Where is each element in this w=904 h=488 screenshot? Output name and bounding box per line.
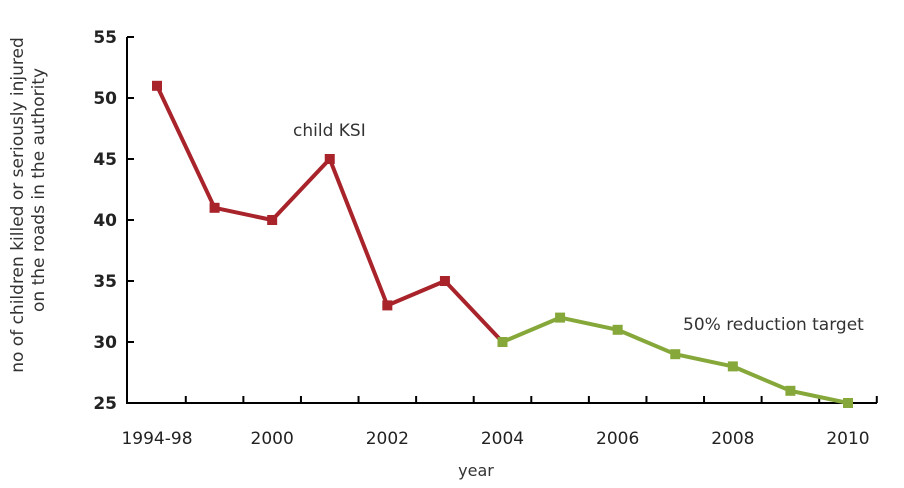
y-tick-label: 55	[93, 28, 117, 48]
x-axis-label: year	[458, 461, 494, 480]
axes	[126, 37, 877, 404]
data-point-reduction-target	[497, 337, 508, 347]
y-tick-label: 35	[93, 272, 117, 292]
data-point-reduction-target	[670, 349, 681, 360]
data-point-child-ksi	[267, 215, 278, 225]
data-point-reduction-target	[727, 361, 738, 372]
data-point-reduction-target	[555, 312, 566, 323]
y-tick-label: 45	[93, 150, 117, 170]
y-tick-label: 30	[93, 333, 117, 353]
x-ticks: 1994-98 2000 2002 2004 2006 2008 2010	[121, 396, 878, 449]
series-group	[152, 80, 853, 408]
reduction-target-annotation: 50% reduction target	[683, 315, 864, 335]
y-ticks: 25 30 35 40 45 50 55	[93, 28, 134, 414]
x-tick-label: 2006	[596, 429, 639, 449]
data-point-reduction-target	[612, 324, 623, 335]
child-ksi-annotation: child KSI	[293, 121, 366, 141]
x-tick-label: 2002	[366, 429, 409, 449]
y-tick-label: 25	[93, 394, 117, 414]
data-point-child-ksi	[209, 202, 220, 213]
y-tick-label: 40	[93, 211, 117, 231]
x-tick-label: 1994-98	[121, 429, 192, 449]
y-axis-label-line2: on the roads in the authority	[29, 68, 49, 312]
data-point-child-ksi	[152, 80, 162, 91]
data-point-child-ksi	[324, 154, 335, 164]
x-tick-label: 2010	[826, 429, 869, 449]
data-point-reduction-target	[785, 385, 796, 396]
y-tick-label: 50	[93, 89, 117, 109]
x-tick-label: 2000	[251, 429, 294, 449]
y-axis-label-line1: no of children killed or seriously injur…	[8, 37, 28, 373]
data-point-reduction-target	[843, 398, 853, 408]
x-tick-label: 2008	[711, 429, 754, 449]
x-tick-label: 2004	[481, 429, 524, 449]
data-point-child-ksi	[382, 300, 393, 311]
data-point-child-ksi	[439, 276, 450, 286]
